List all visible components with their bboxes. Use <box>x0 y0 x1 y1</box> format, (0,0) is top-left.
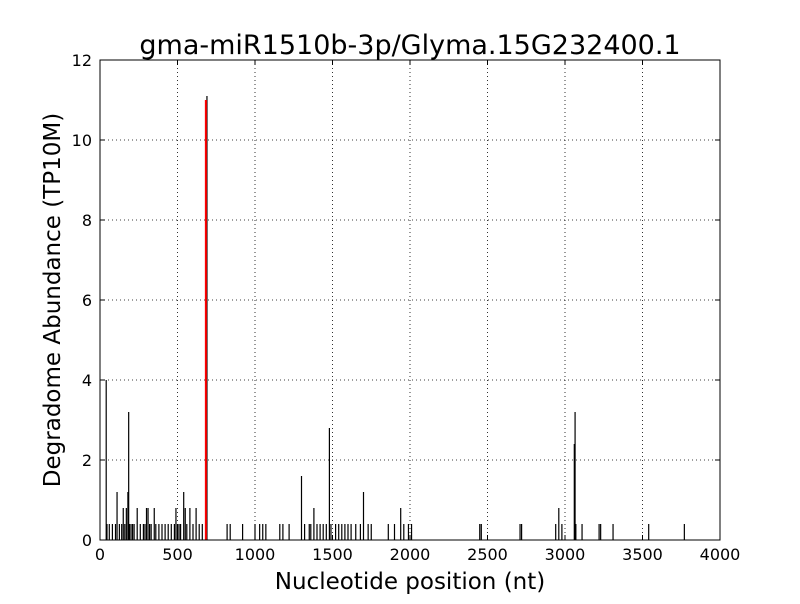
y-tick-label: 6 <box>82 291 92 310</box>
x-tick-label: 1000 <box>235 545 276 564</box>
ticks: 0 500 1000 1500 2000 2500 3000 3500 4000 0 2 4 6 8 10 1… <box>72 51 741 564</box>
x-tick-label: 1500 <box>312 545 353 564</box>
x-tick-label: 500 <box>162 545 193 564</box>
bars <box>105 96 685 540</box>
x-tick-label: 0 <box>95 545 105 564</box>
y-tick-label: 10 <box>72 131 92 150</box>
grid <box>99 59 721 541</box>
y-axis-label: Degradome Abundance (TP10M) <box>40 113 66 487</box>
y-tick-label: 4 <box>82 371 92 390</box>
y-tick-label: 12 <box>72 51 92 70</box>
chart-title: gma-miR1510b-3p/Glyma.15G232400.1 <box>139 30 680 61</box>
y-tick-label: 0 <box>82 531 92 550</box>
x-axis-label: Nucleotide position (nt) <box>275 569 545 595</box>
x-tick-label: 4000 <box>700 545 741 564</box>
x-tick-label: 3500 <box>622 545 663 564</box>
y-tick-label: 8 <box>82 211 92 230</box>
x-tick-label: 2000 <box>390 545 431 564</box>
y-tick-label: 2 <box>82 451 92 470</box>
x-tick-label: 2500 <box>467 545 508 564</box>
x-tick-label: 3000 <box>545 545 586 564</box>
